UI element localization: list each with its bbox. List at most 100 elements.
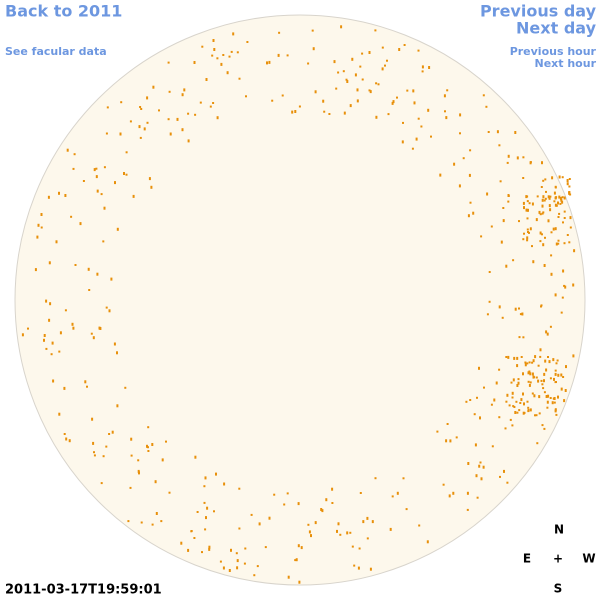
speck [298, 105, 301, 108]
speck [343, 111, 346, 115]
previous-day-link[interactable]: Previous day [480, 2, 597, 21]
speck [228, 55, 231, 58]
speck [346, 80, 349, 83]
speck [253, 574, 256, 577]
speck [430, 135, 432, 138]
speck [566, 179, 569, 182]
speck [523, 232, 525, 235]
speck [389, 527, 392, 531]
speck [558, 195, 561, 199]
speck [402, 121, 404, 124]
speck [553, 191, 556, 195]
speck [485, 105, 488, 108]
speck [572, 354, 575, 358]
speck [522, 177, 525, 179]
speck [568, 178, 571, 180]
speck [480, 477, 483, 481]
speck [120, 101, 123, 104]
speck [505, 356, 508, 358]
speck [375, 115, 378, 119]
speck [573, 249, 576, 253]
speck [187, 548, 190, 552]
speck [266, 61, 268, 65]
speck [554, 203, 557, 207]
speck [21, 333, 24, 337]
speck [490, 225, 493, 228]
speck [386, 59, 388, 62]
speck [176, 117, 179, 121]
speck [559, 202, 562, 205]
speck [555, 362, 558, 365]
speck [203, 485, 206, 488]
speck [351, 57, 354, 61]
next-hour-link[interactable]: Next hour [535, 57, 597, 70]
speck [552, 397, 555, 400]
speck [209, 105, 212, 108]
speck [513, 356, 516, 360]
speck [455, 436, 458, 439]
speck [548, 204, 551, 208]
speck [527, 371, 530, 375]
speck [361, 52, 364, 55]
speck [346, 531, 349, 535]
speck [65, 437, 68, 441]
speck [527, 406, 530, 409]
speck [545, 330, 548, 334]
speck [557, 395, 559, 399]
speck [557, 201, 559, 205]
speck [111, 430, 114, 434]
speck [557, 239, 560, 242]
speck [45, 347, 48, 350]
speck [518, 220, 520, 223]
speck [93, 454, 96, 457]
speck [548, 360, 551, 364]
speck [216, 57, 219, 60]
speck [561, 200, 564, 204]
speck [358, 547, 361, 550]
speck [554, 196, 557, 200]
speck [556, 359, 559, 362]
speck [208, 545, 211, 549]
speck [528, 383, 531, 387]
speck [524, 361, 527, 364]
speck [452, 491, 455, 495]
facular-link[interactable]: See facular data [5, 45, 107, 58]
speck [146, 121, 149, 124]
speck [73, 153, 76, 156]
speck [563, 210, 566, 213]
speck [509, 418, 512, 421]
speck [110, 277, 113, 281]
previous-hour-link[interactable]: Previous hour [510, 45, 597, 58]
speck [308, 530, 311, 534]
speck [98, 326, 101, 330]
speck [486, 313, 489, 316]
speck [139, 106, 142, 108]
speck [96, 189, 99, 193]
speck [439, 173, 442, 177]
speck [213, 48, 216, 51]
speck [542, 243, 545, 247]
speck [377, 83, 380, 86]
next-day-link[interactable]: Next day [516, 19, 597, 38]
speck [258, 522, 261, 526]
speck [522, 238, 525, 241]
speck [503, 469, 505, 473]
back-link[interactable]: Back to 2011 [5, 2, 122, 21]
speck [287, 575, 290, 579]
speck [124, 386, 127, 389]
speck [526, 362, 529, 365]
speck [449, 439, 452, 443]
speck [545, 190, 547, 193]
speck [311, 29, 314, 32]
speck [526, 200, 529, 203]
speck [108, 433, 111, 435]
speck [549, 377, 552, 380]
speck [560, 373, 563, 377]
speck [129, 120, 132, 123]
speck [479, 416, 481, 420]
speck [541, 204, 544, 208]
speck [529, 161, 532, 164]
speck [88, 289, 91, 291]
speck [544, 197, 547, 200]
